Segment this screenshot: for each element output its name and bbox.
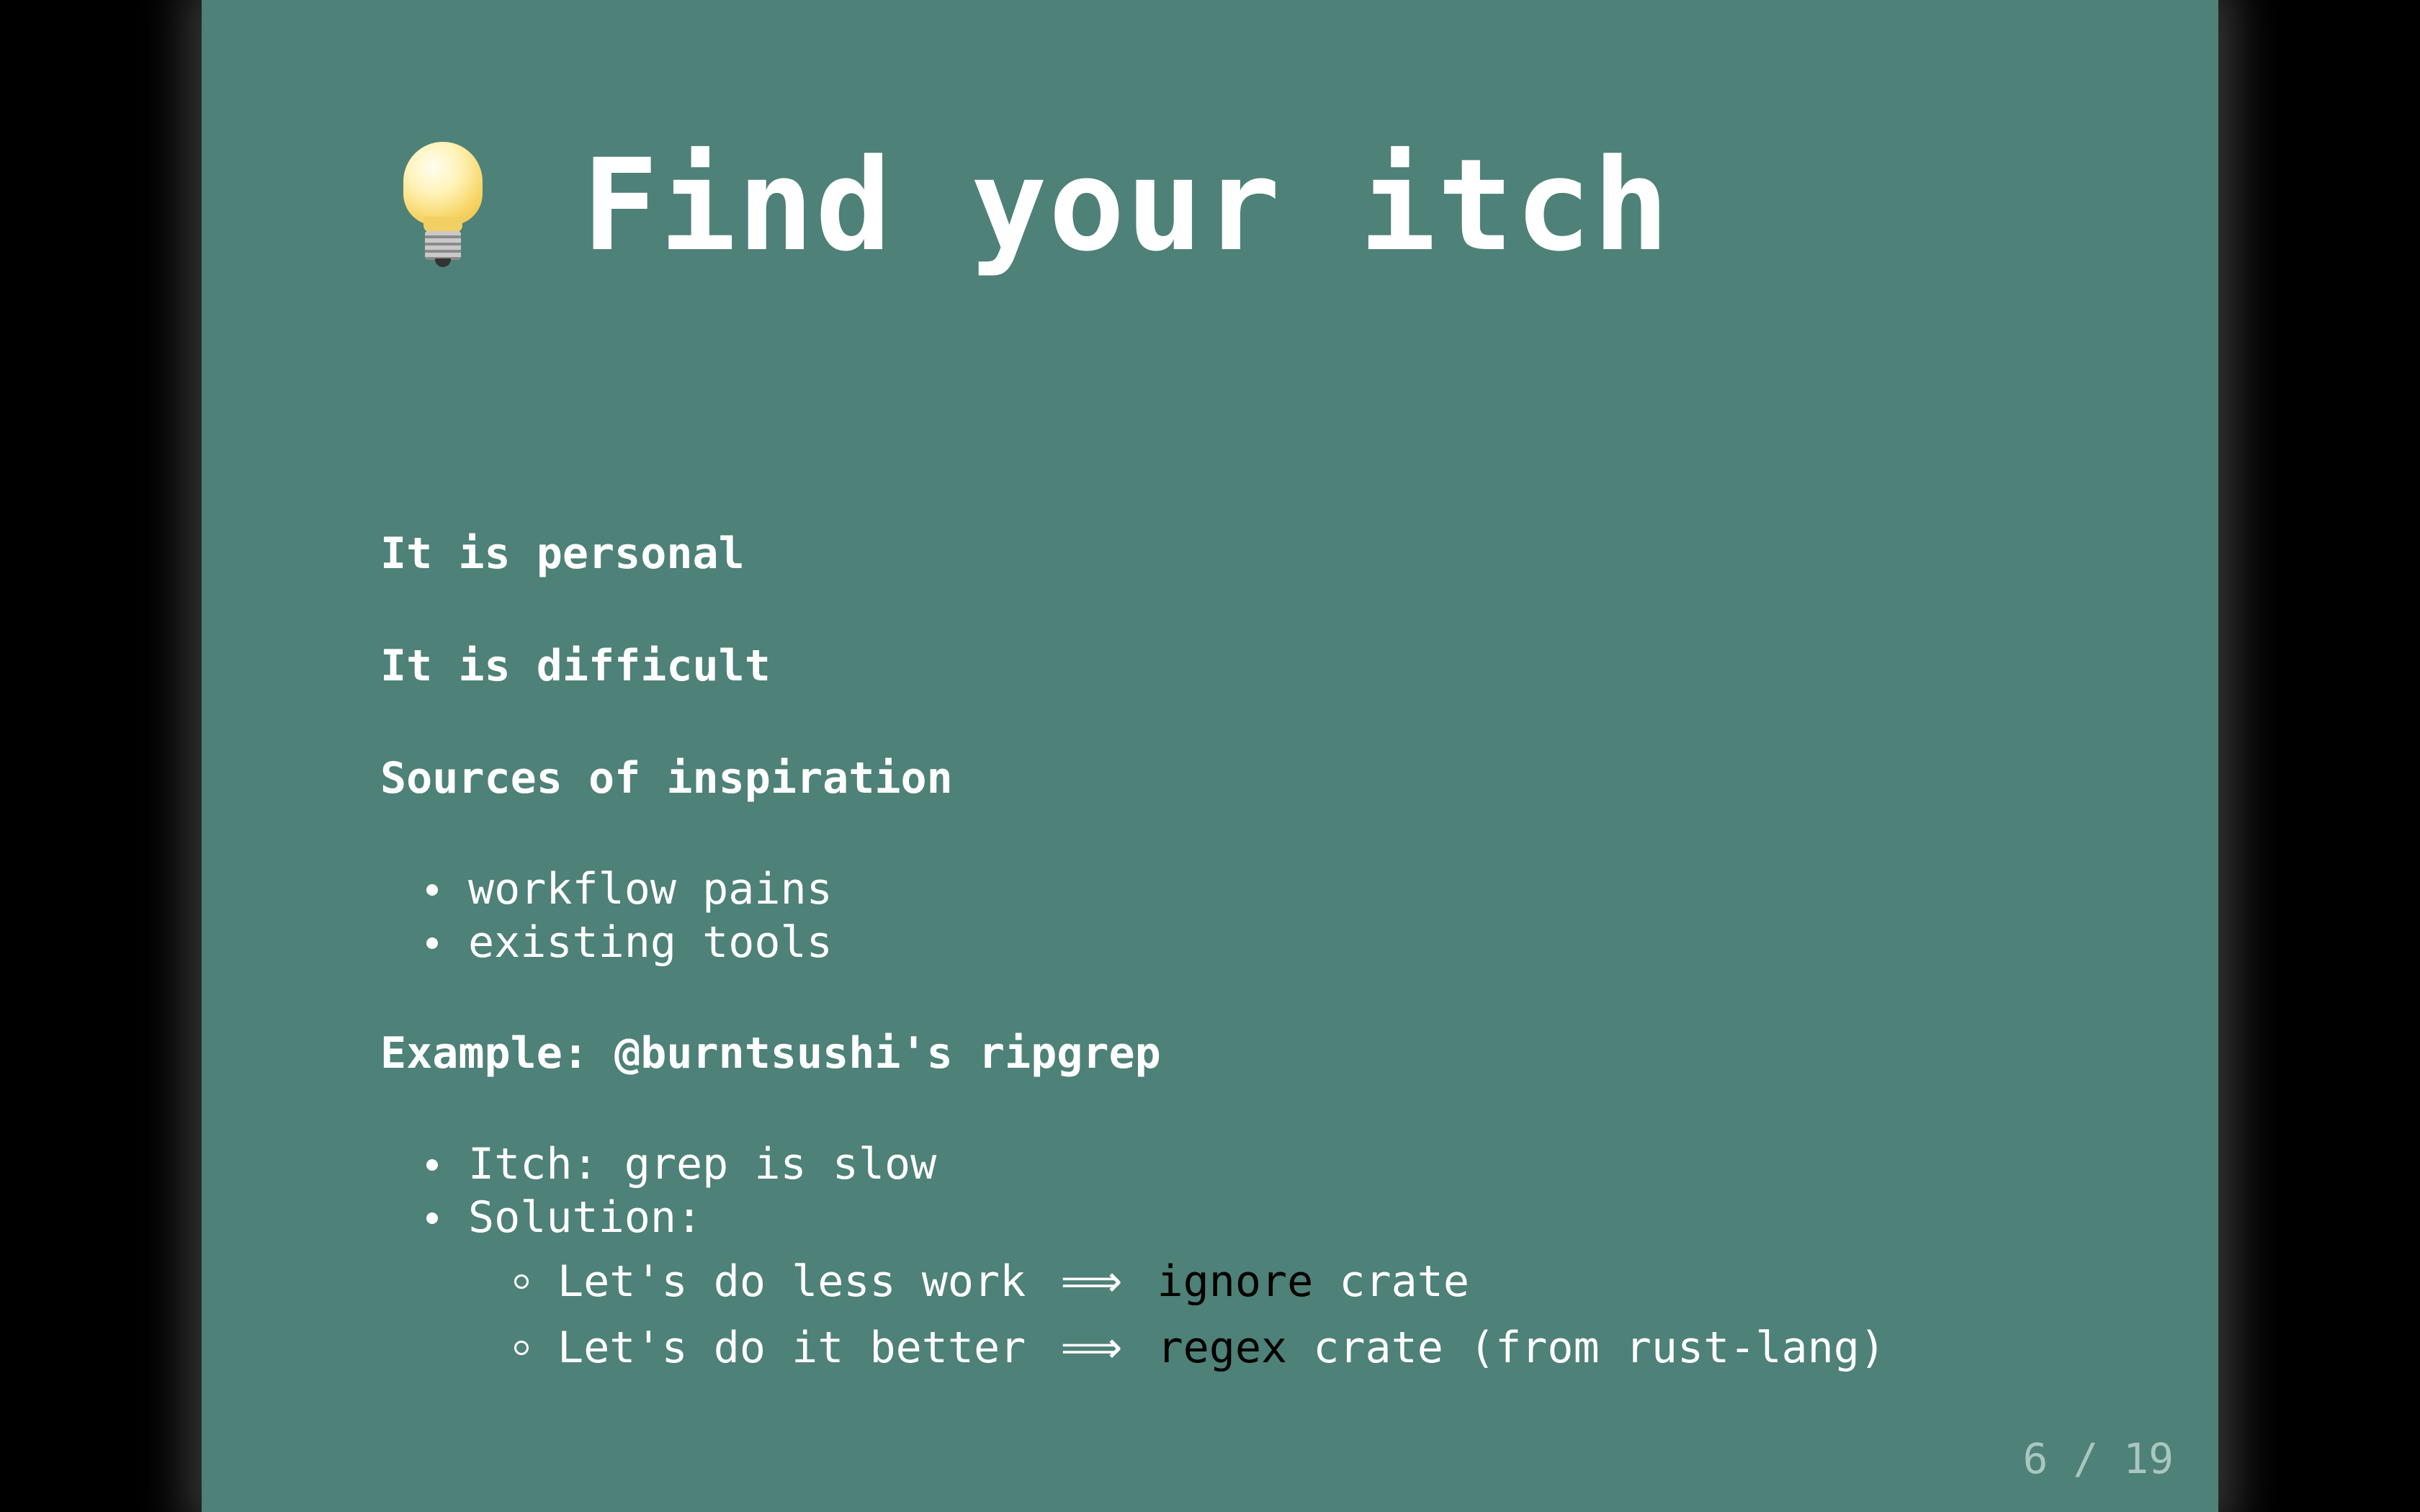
solution-label: Solution: (468, 1192, 703, 1243)
inline-code: regex (1157, 1323, 1288, 1373)
solution-sublist: Let's do less work ⟹ ignore crate Let's … (468, 1248, 2181, 1381)
inline-code: ignore (1157, 1256, 1314, 1307)
slide-title-text: Find your itch (582, 132, 1671, 279)
heading-inspiration: Sources of inspiration (380, 753, 953, 804)
implies-arrow-icon: ⟹ (1060, 1323, 1123, 1373)
list-item: Itch: grep is slow (380, 1138, 2181, 1191)
heading-example: Example: @burntsushi's ripgrep (380, 1028, 1161, 1079)
list-item: existing tools (380, 916, 2181, 969)
inspiration-list: workflow pains existing tools (380, 863, 2181, 969)
slide: Find your itch It is personal It is diff… (202, 0, 2218, 1512)
sub-list-item: Let's do it better ⟹ regex crate (from r… (468, 1315, 2181, 1381)
lightbulb-icon (396, 142, 490, 270)
slide-counter: 6 / 19 (2022, 1434, 2174, 1483)
heading-personal: It is personal (380, 528, 745, 579)
example-list: Itch: grep is slow Solution: Let's do le… (380, 1138, 2181, 1381)
list-item: workflow pains (380, 863, 2181, 916)
list-item: Solution: Let's do less work ⟹ ignore cr… (380, 1191, 2181, 1381)
slide-title: Find your itch (396, 127, 1670, 285)
implies-arrow-icon: ⟹ (1060, 1256, 1123, 1307)
sub-list-item: Let's do less work ⟹ ignore crate (468, 1248, 2181, 1315)
slide-content: It is personal It is difficult Sources o… (380, 526, 2181, 1381)
heading-difficult: It is difficult (380, 641, 771, 691)
